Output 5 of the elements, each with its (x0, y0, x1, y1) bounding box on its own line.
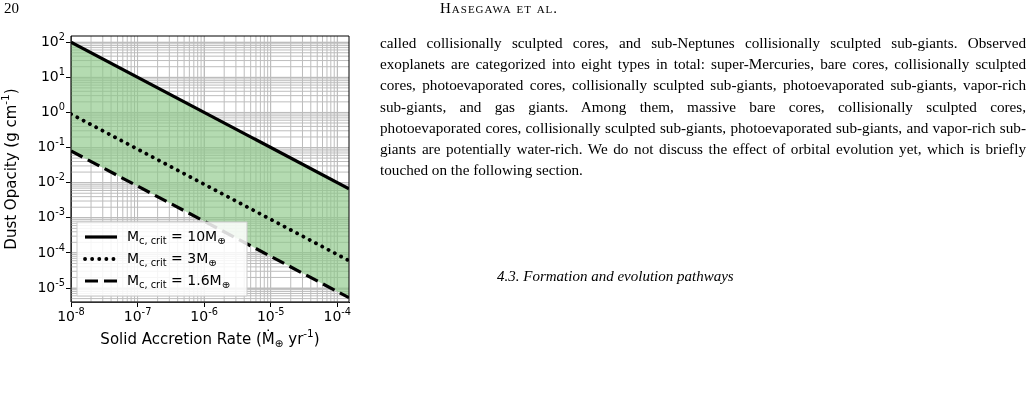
text: called collisionally sculpted cores, and sub-Neptunes collisionally sculpted sub-giants. Observed exoplanets are categorized into eight types in total: super-Mercuries, bare cores, collisionally sculpted cores, photoevaporated cores, collisionally sculpted sub-giants, photoevaporated sub-giants, vapor-rich sub-giants, and gas giants. Among them, massive bare cores, collisionally sculpted cores, photoevaporated cores, collisionally sculpted sub-giants, photoevaporated sub-giants, and vapor-rich sub-giants are potentially water-rich. We do not discuss the effect of orbital evolution yet, which is briefly touched on the following section. (380, 33, 1026, 181)
text: 4.3. Formation and evolution pathways (497, 268, 734, 285)
text: Hasegawa et al. (440, 0, 559, 17)
text: 20 (4, 0, 19, 17)
y-axis-title: Dust Opacity (g cm-1) (0, 88, 20, 250)
